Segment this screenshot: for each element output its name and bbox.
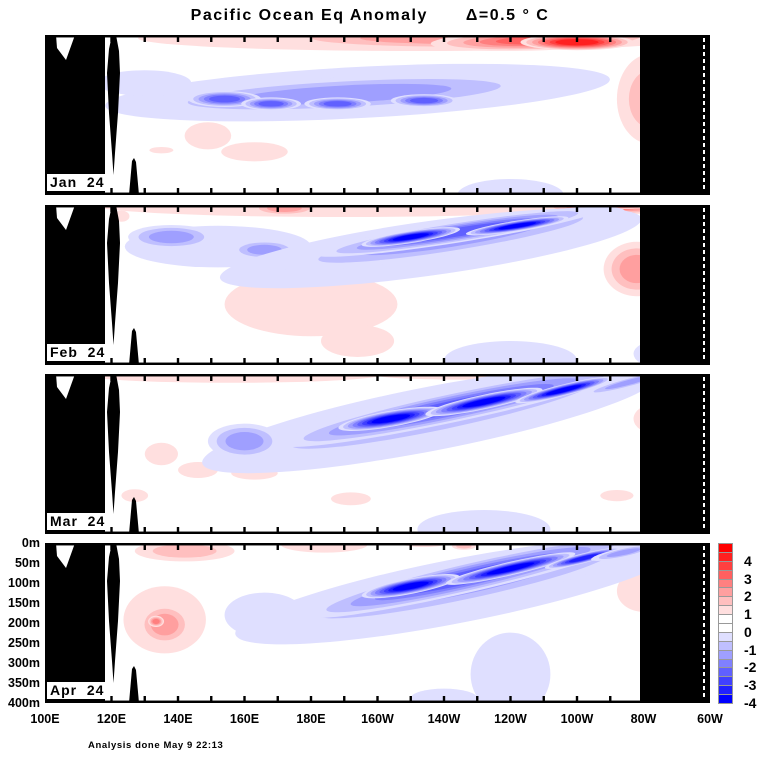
depth-tick-label: 100m — [8, 576, 40, 590]
anomaly-field — [45, 205, 710, 365]
colorbar-tick-label: -4 — [744, 695, 757, 711]
anomaly-field — [45, 374, 710, 534]
depth-tick-label: 200m — [8, 616, 40, 630]
depth-tick-label: 400m — [8, 696, 40, 710]
depth-tick-label: 150m — [8, 596, 40, 610]
colorbar-tick-label: 1 — [744, 606, 752, 623]
colorbar-tick-label: -3 — [744, 677, 757, 694]
colorbar-tick-label: -2 — [744, 659, 757, 676]
longitude-tick-label: 120E — [96, 712, 127, 726]
longitude-tick-label: 80W — [630, 712, 657, 726]
longitude-tick-label: 60W — [697, 712, 723, 726]
longitude-tick-label: 100W — [560, 712, 594, 726]
colorbar-tick-label: -1 — [744, 641, 757, 658]
longitude-tick-label: 160W — [361, 712, 394, 726]
panel-month-label: Mar 24 — [47, 513, 109, 530]
plot-title: Pacific Ocean Eq Anomaly — [190, 7, 428, 24]
depth-tick-label: 300m — [8, 656, 40, 670]
depth-tick-label: 0m — [21, 536, 40, 550]
depth-tick-label: 250m — [8, 636, 40, 650]
depth-tick-label: 350m — [8, 676, 40, 690]
colorbar-tick-label: 4 — [744, 552, 752, 569]
longitude-tick-label: 180E — [296, 712, 326, 726]
anomaly-field — [45, 35, 710, 195]
panel-month-label: Feb 24 — [47, 344, 109, 361]
colorbar-tick-label: 2 — [744, 588, 752, 605]
colorbar-segment — [718, 694, 733, 704]
anomaly-panel-apr-24: Apr 24 — [45, 543, 710, 703]
depth-tick-label: 50m — [14, 556, 40, 570]
colorbar-tick-label: 3 — [744, 570, 752, 587]
longitude-tick-label: 120W — [494, 712, 527, 726]
longitude-tick-label: 140E — [163, 712, 193, 726]
anomaly-panel-jan-24: Jan 24 — [45, 35, 710, 195]
longitude-tick-label: 160E — [229, 712, 260, 726]
colorbar-tick-label: 0 — [744, 623, 752, 640]
longitude-tick-label: 100E — [30, 712, 60, 726]
anomaly-field — [45, 543, 710, 703]
anomaly-panel-feb-24: Feb 24 — [45, 205, 710, 365]
longitude-tick-label: 140W — [427, 712, 461, 726]
contour-interval-label: Δ=0.5 ° C — [465, 7, 550, 24]
anomaly-panel-mar-24: Mar 24 — [45, 374, 710, 534]
analysis-timestamp: Analysis done May 9 22:13 — [88, 740, 224, 751]
panel-month-label: Jan 24 — [47, 174, 108, 191]
panel-month-label: Apr 24 — [47, 682, 108, 699]
plot-title-row: Pacific Ocean Eq Anomaly Δ=0.5 ° C — [0, 7, 740, 25]
